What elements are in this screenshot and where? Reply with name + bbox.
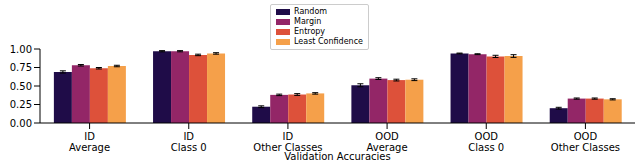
svg-text:OODClass 0: OODClass 0	[468, 131, 504, 153]
svg-text:IDAverage: IDAverage	[69, 131, 110, 153]
svg-text:OODAverage: OODAverage	[367, 131, 408, 153]
svg-text:OODOther Classes: OODOther Classes	[551, 131, 620, 153]
html-text:Least Confidence: Least Confidence	[294, 37, 363, 46]
svg-text:IDOther Classes: IDOther Classes	[253, 131, 322, 153]
html-text:Random: Random	[294, 7, 328, 16]
html-text:Entropy: Entropy	[294, 27, 326, 36]
html-text:Margin: Margin	[294, 17, 322, 26]
svg-text:Validation Accuracies: Validation Accuracies	[284, 151, 390, 160]
svg-text:0.00: 0.00	[10, 118, 32, 129]
svg-text:IDClass 0: IDClass 0	[171, 131, 207, 153]
svg-text:1.00: 1.00	[10, 44, 32, 55]
svg-text:0.50: 0.50	[10, 81, 32, 92]
svg-text:0.75: 0.75	[10, 62, 32, 73]
svg-text:0.25: 0.25	[10, 99, 32, 110]
